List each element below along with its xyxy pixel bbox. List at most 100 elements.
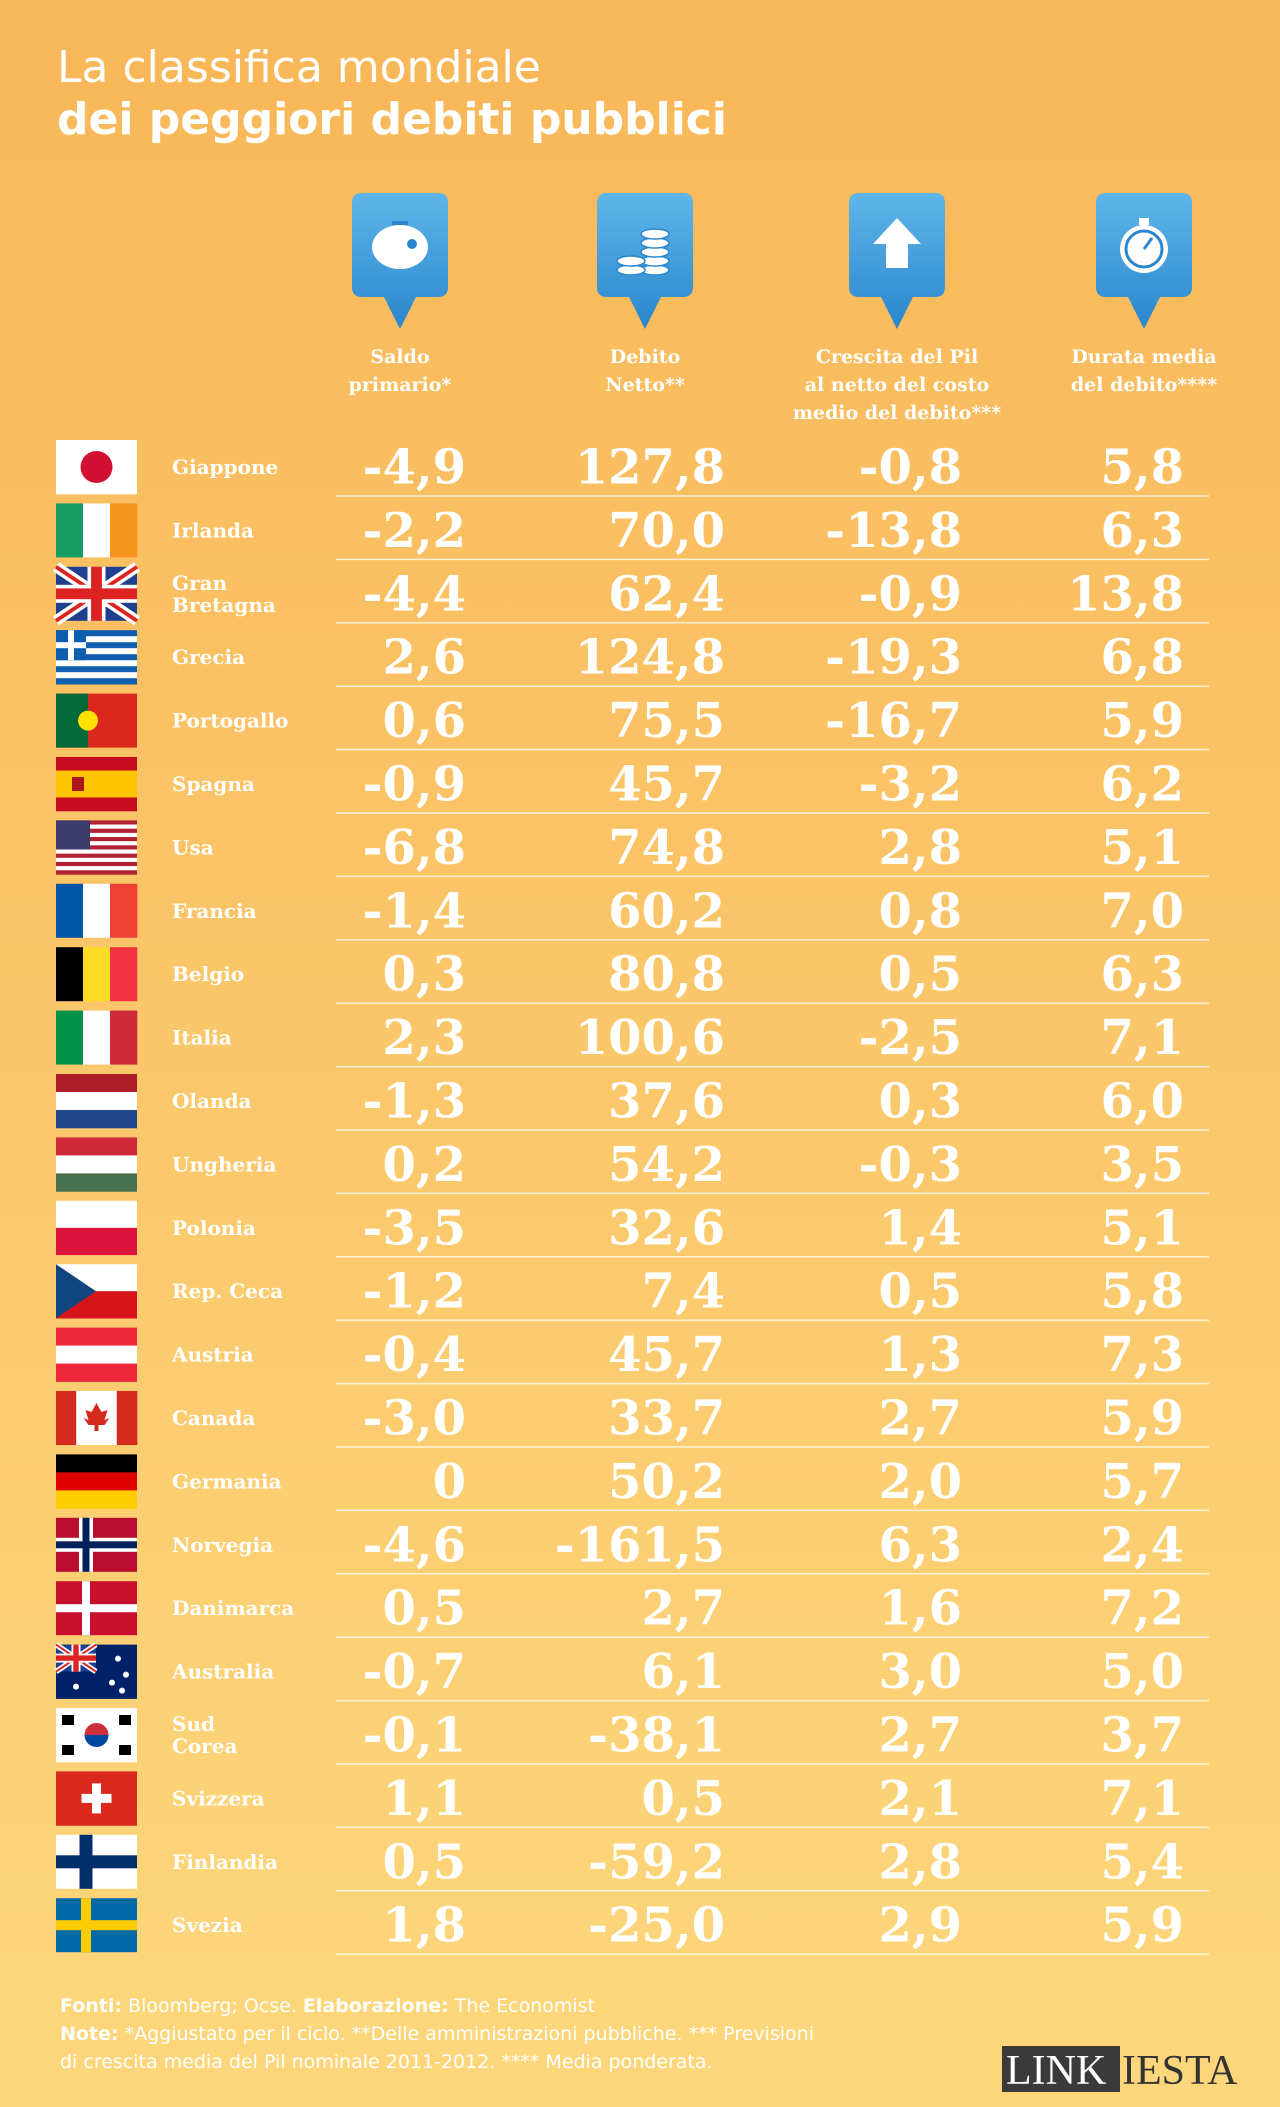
flag-part <box>116 1391 138 1445</box>
flag-part <box>56 666 137 673</box>
flag-part <box>56 820 90 850</box>
flag <box>56 1454 137 1509</box>
flag-part <box>78 710 98 731</box>
cell-value: -6,8 <box>363 820 466 876</box>
flag-part <box>56 866 137 871</box>
cell-value: 0,5 <box>382 1581 466 1637</box>
flag-part <box>56 678 137 685</box>
icon-glyph <box>873 218 921 268</box>
country-name: Svizzera <box>172 1786 265 1810</box>
country-name: Australia <box>171 1660 274 1684</box>
notes-line: *Aggiustato per il ciclo. **Delle ammini… <box>125 2023 814 2045</box>
country-name: Spagna <box>172 772 255 796</box>
country-name: Norvegia <box>172 1533 273 1557</box>
country-name: Rep. Ceca <box>172 1279 283 1303</box>
cell-value: -4,9 <box>363 440 466 496</box>
sources-label: Fonti: <box>60 1995 122 2017</box>
flag <box>53 562 140 626</box>
cell-value: 62,4 <box>608 566 725 622</box>
cell-value: -4,4 <box>363 566 466 622</box>
column-header: del debito**** <box>1071 374 1217 396</box>
flag-part <box>56 1010 84 1065</box>
cell-value: 0,5 <box>382 1834 466 1890</box>
cell-value: 6,1 <box>641 1644 725 1700</box>
cell-value: 7,2 <box>1100 1581 1184 1637</box>
flag-part <box>56 1490 137 1509</box>
flag-part <box>62 1715 74 1725</box>
cell-value: 5,9 <box>1100 693 1184 749</box>
flag-part <box>56 1541 137 1549</box>
logo-part2: IESTA <box>1122 2048 1238 2094</box>
cell-value: 7,4 <box>641 1264 725 1320</box>
flag-part <box>76 1391 97 1445</box>
country-name: Canada <box>172 1406 255 1430</box>
column-icon <box>1096 193 1192 329</box>
flag-part <box>56 1227 137 1256</box>
cell-value: 2,7 <box>878 1391 962 1447</box>
cell-value: -1,3 <box>363 1074 466 1130</box>
cell-value: 45,7 <box>608 1327 725 1383</box>
flag-part <box>84 1723 109 1735</box>
column-header: medio del debito*** <box>793 402 1001 424</box>
cell-value: 2,8 <box>878 1834 962 1890</box>
flag-part <box>110 1010 138 1065</box>
flag-part <box>56 1173 137 1192</box>
cell-value: 60,2 <box>608 883 725 939</box>
flag <box>56 1517 137 1572</box>
icon-glyph <box>1142 237 1154 250</box>
flag <box>56 1898 137 1953</box>
country-name: Irlanda <box>172 518 254 542</box>
country-name: Olanda <box>172 1089 252 1113</box>
notes-line: di crescita media del Pil nominale 2011-… <box>60 2051 713 2073</box>
cell-value: -1,4 <box>363 883 466 939</box>
cell-value: 1,3 <box>878 1327 962 1383</box>
flag-part <box>109 1679 115 1686</box>
icon-glyph <box>1139 218 1149 225</box>
logo-box <box>1002 2046 1120 2092</box>
flag <box>56 1581 137 1636</box>
column-header: al netto del costo <box>805 374 989 396</box>
cell-value: 7,3 <box>1100 1327 1184 1383</box>
cell-value: -4,6 <box>363 1517 466 1573</box>
flag-part <box>56 861 137 867</box>
cell-value: -19,3 <box>825 630 962 686</box>
flag-part <box>56 630 137 637</box>
flag-part <box>96 1391 118 1445</box>
title-line1: La classifica mondiale <box>57 42 541 93</box>
flag-part <box>83 503 111 558</box>
column-header: Durata media <box>1071 346 1216 368</box>
flag <box>56 630 137 685</box>
cell-value: 2,0 <box>878 1454 962 1510</box>
cell-value: -0,9 <box>859 566 962 622</box>
cell-value: -2,5 <box>859 1010 962 1066</box>
flag-part <box>72 777 84 791</box>
cell-value: 6,3 <box>878 1517 962 1573</box>
cell-value: -38,1 <box>588 1708 725 1764</box>
country-name: Svezia <box>172 1913 243 1937</box>
cell-value: 3,7 <box>1100 1708 1184 1764</box>
cell-value: -3,0 <box>363 1391 466 1447</box>
icon-glyph <box>407 239 417 249</box>
logo-part1: LINK <box>1006 2048 1106 2094</box>
elab-text: The Economist <box>454 1995 595 2017</box>
flag-part <box>56 588 137 600</box>
flag <box>56 1708 137 1763</box>
cell-value: 3,5 <box>1100 1137 1184 1193</box>
notes-label: Note: <box>60 2023 119 2045</box>
flag-part <box>56 1345 137 1364</box>
flag-part <box>56 642 137 649</box>
cell-value: 7,1 <box>1100 1771 1184 1827</box>
notes: Note: *Aggiustato per il ciclo. **Delle … <box>60 2023 814 2045</box>
flag-part <box>56 845 137 850</box>
cell-value: 5,4 <box>1100 1834 1184 1890</box>
flag-part <box>56 654 137 661</box>
country-name: Belgio <box>172 962 244 986</box>
flag-part <box>56 824 137 830</box>
flag <box>56 1327 137 1382</box>
flag-part <box>83 1403 110 1431</box>
cell-value: -161,5 <box>555 1517 725 1573</box>
flag <box>56 757 137 812</box>
cell-value: 0,6 <box>382 693 466 749</box>
